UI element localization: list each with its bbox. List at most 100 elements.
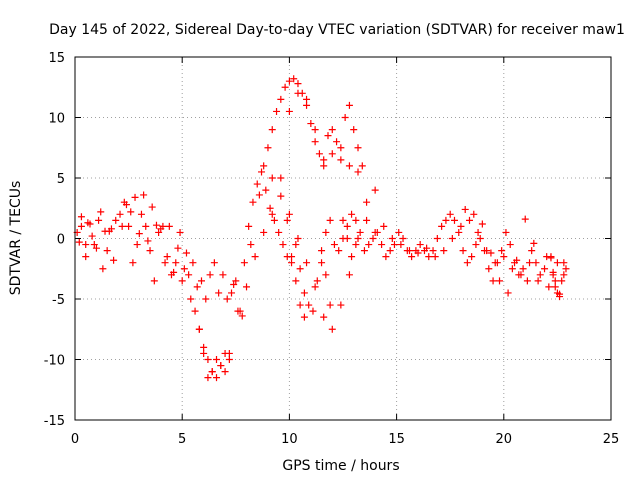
data-point (399, 235, 407, 242)
data-point (200, 349, 208, 357)
data-point (285, 210, 293, 218)
data-point (506, 241, 514, 249)
data-point (320, 313, 328, 321)
data-point (178, 277, 186, 285)
x-tick-label: 5 (178, 432, 186, 447)
data-point (180, 265, 188, 273)
data-point (77, 222, 85, 230)
x-tick-label: 0 (71, 432, 79, 447)
data-point (350, 126, 358, 134)
data-point (354, 235, 362, 242)
data-point (489, 277, 497, 285)
data-point (380, 222, 388, 230)
data-point (228, 289, 236, 297)
y-tick-label: 10 (48, 112, 65, 127)
data-point (260, 162, 268, 170)
data-point (303, 101, 311, 109)
data-point (337, 144, 345, 152)
data-point (213, 374, 221, 382)
data-point (142, 222, 150, 230)
data-point (472, 241, 480, 249)
data-point (388, 235, 396, 242)
data-point (354, 144, 362, 152)
data-point (556, 293, 564, 301)
data-point (161, 259, 169, 267)
data-point (463, 259, 471, 267)
x-axis-title: GPS time / hours (282, 458, 399, 474)
data-point (318, 259, 326, 267)
data-point (292, 277, 300, 285)
x-tick-label: 10 (281, 432, 298, 447)
data-point (560, 259, 568, 267)
data-point (221, 368, 229, 376)
data-point (185, 271, 193, 279)
y-tick-label: -5 (52, 293, 65, 308)
data-point (545, 283, 553, 291)
data-point (258, 168, 266, 176)
data-point (322, 271, 330, 279)
data-point (152, 221, 160, 229)
y-tick-label: -10 (44, 354, 65, 369)
data-point (294, 235, 302, 242)
data-point (204, 356, 212, 363)
data-point (77, 213, 85, 221)
data-point (200, 343, 208, 351)
data-point (279, 241, 287, 249)
data-point (125, 222, 133, 230)
data-point (294, 80, 302, 88)
data-point (502, 228, 510, 236)
data-point (122, 201, 130, 209)
y-axis-title: SDTVAR / TECUs (8, 181, 24, 296)
data-point (213, 356, 221, 363)
data-point (155, 228, 163, 236)
data-point (127, 208, 135, 216)
data-point (352, 216, 360, 224)
data-point (288, 259, 296, 267)
data-point (140, 191, 148, 199)
data-point (553, 259, 561, 267)
data-point (223, 295, 231, 303)
data-point (285, 107, 293, 115)
data-point (333, 138, 341, 146)
data-point (521, 215, 529, 223)
data-point (148, 203, 156, 211)
data-point (528, 247, 536, 255)
data-point (277, 95, 285, 103)
data-point (217, 362, 225, 370)
data-point (300, 289, 308, 297)
data-point (99, 265, 107, 273)
data-point (324, 132, 332, 140)
data-point (135, 230, 143, 238)
data-point (296, 301, 304, 309)
data-point (118, 222, 126, 230)
data-point (103, 247, 111, 255)
data-point (337, 156, 345, 164)
data-point (232, 277, 240, 285)
data-point (335, 247, 343, 255)
data-point (197, 277, 205, 285)
data-point (277, 174, 285, 182)
data-point (311, 283, 319, 291)
data-point (474, 228, 482, 236)
data-point (414, 249, 422, 257)
data-point (225, 356, 233, 363)
data-point (270, 216, 278, 224)
data-point (459, 247, 467, 255)
data-point (429, 247, 437, 255)
data-point (446, 210, 454, 218)
data-point (553, 289, 561, 297)
data-point (97, 208, 105, 216)
data-point (326, 216, 334, 224)
data-point (478, 220, 486, 228)
data-point (532, 259, 540, 267)
data-point (288, 253, 296, 261)
data-point (303, 259, 311, 267)
data-point (193, 283, 201, 291)
data-point (425, 253, 433, 261)
data-point (468, 253, 476, 261)
data-point (455, 228, 463, 236)
data-point (296, 265, 304, 273)
data-point (187, 295, 195, 303)
data-point (326, 301, 334, 309)
